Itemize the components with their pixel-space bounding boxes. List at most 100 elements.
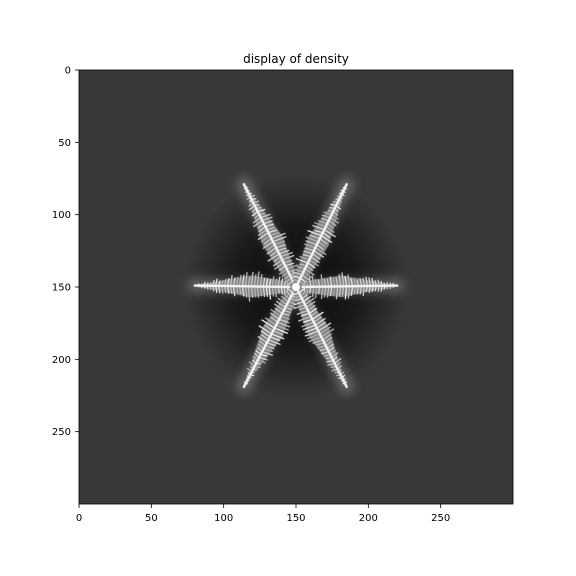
x-tick-label: 250 <box>431 513 450 524</box>
dendrite <box>257 208 266 213</box>
dendrite <box>322 333 332 341</box>
dendrite <box>300 289 309 297</box>
dendrite <box>278 265 286 272</box>
dendrite <box>303 295 312 303</box>
dendrite <box>310 256 320 264</box>
dendrite <box>301 274 311 282</box>
dendrite <box>325 226 335 233</box>
dendrite <box>253 286 257 298</box>
dendrite <box>266 226 275 231</box>
x-tick-label: 0 <box>76 513 82 524</box>
dendrite <box>275 324 290 331</box>
dendrite <box>303 271 313 279</box>
dendrite <box>316 321 326 329</box>
dendrite <box>278 249 290 255</box>
dendrite <box>256 271 260 287</box>
dendrite <box>307 304 316 312</box>
dendrite <box>326 223 335 230</box>
dendrite <box>258 325 272 335</box>
dendrite <box>304 297 315 306</box>
dendrite <box>323 229 336 238</box>
dendrite <box>274 278 278 287</box>
dendrite <box>313 250 325 258</box>
dendrite <box>280 278 284 287</box>
dendrite <box>262 350 273 356</box>
dendrite <box>280 251 293 258</box>
x-axis: 0 50 100 150 200 250 <box>76 504 450 524</box>
dendrite <box>262 286 266 298</box>
y-tick-label: 50 <box>58 138 71 149</box>
dendrite <box>281 271 289 278</box>
dendrite <box>353 278 357 287</box>
dendrite <box>277 247 287 252</box>
dendrite <box>359 278 363 287</box>
dendrite <box>305 236 319 243</box>
dendrite <box>274 286 278 298</box>
arm-spine <box>242 285 298 389</box>
dendrite <box>269 312 280 320</box>
plot-area <box>78 69 514 505</box>
dendrite <box>298 306 307 311</box>
dendrite <box>362 277 366 287</box>
y-axis: 0 50 100 150 200 250 <box>52 66 79 438</box>
dendrite <box>296 309 309 316</box>
dendrite <box>327 362 335 367</box>
dendrite <box>303 250 313 255</box>
dendrite <box>256 286 260 298</box>
y-tick-label: 200 <box>52 355 71 366</box>
dendrite <box>306 265 314 272</box>
dendrite <box>304 243 316 249</box>
dendrite <box>275 243 286 249</box>
dendrite <box>258 226 266 233</box>
dendrite <box>293 304 306 310</box>
dendrite <box>316 342 325 346</box>
dendrite <box>320 274 324 287</box>
dendrite <box>329 286 333 297</box>
dendrite <box>270 308 282 317</box>
arm-spine <box>294 285 348 389</box>
dendrite <box>325 340 333 347</box>
dendrite <box>250 271 254 287</box>
dendrite <box>269 232 280 237</box>
dendrite <box>317 241 326 248</box>
dendrite <box>320 328 335 338</box>
dendrite <box>308 336 322 343</box>
dendrite <box>317 322 332 332</box>
dendrite <box>315 229 323 234</box>
dendrite <box>257 232 269 241</box>
dendrite <box>309 234 321 240</box>
dendrite <box>277 321 291 328</box>
arm-spine <box>193 284 298 289</box>
dendrite <box>272 330 284 336</box>
dendrite <box>232 277 236 287</box>
dendrite <box>305 279 309 287</box>
dendrite <box>323 211 332 216</box>
dendrite <box>300 312 310 317</box>
dendrite <box>317 219 328 225</box>
dendrite <box>235 286 239 294</box>
dendrite <box>365 276 369 287</box>
dendrite <box>278 268 288 275</box>
dendrite <box>263 348 273 353</box>
dendrite <box>268 229 277 234</box>
dendrite <box>321 214 331 219</box>
dendrite <box>306 333 321 340</box>
dendrite <box>253 273 257 287</box>
x-tick-label: 200 <box>359 513 378 524</box>
dendrite <box>291 270 303 276</box>
dendrite <box>267 253 280 262</box>
dendrite <box>260 333 269 341</box>
dendrite <box>280 315 290 321</box>
dendrite <box>271 276 275 287</box>
dendrite <box>353 286 357 294</box>
dendrite <box>334 357 342 364</box>
dendrite <box>311 286 315 297</box>
dendrite <box>226 285 230 294</box>
dendrite <box>278 318 290 324</box>
dendrite <box>280 286 284 295</box>
dendrite <box>259 273 263 287</box>
dendrite <box>341 272 345 287</box>
dendrite <box>307 229 322 237</box>
dendrite <box>297 315 312 322</box>
dendrite <box>294 268 304 273</box>
